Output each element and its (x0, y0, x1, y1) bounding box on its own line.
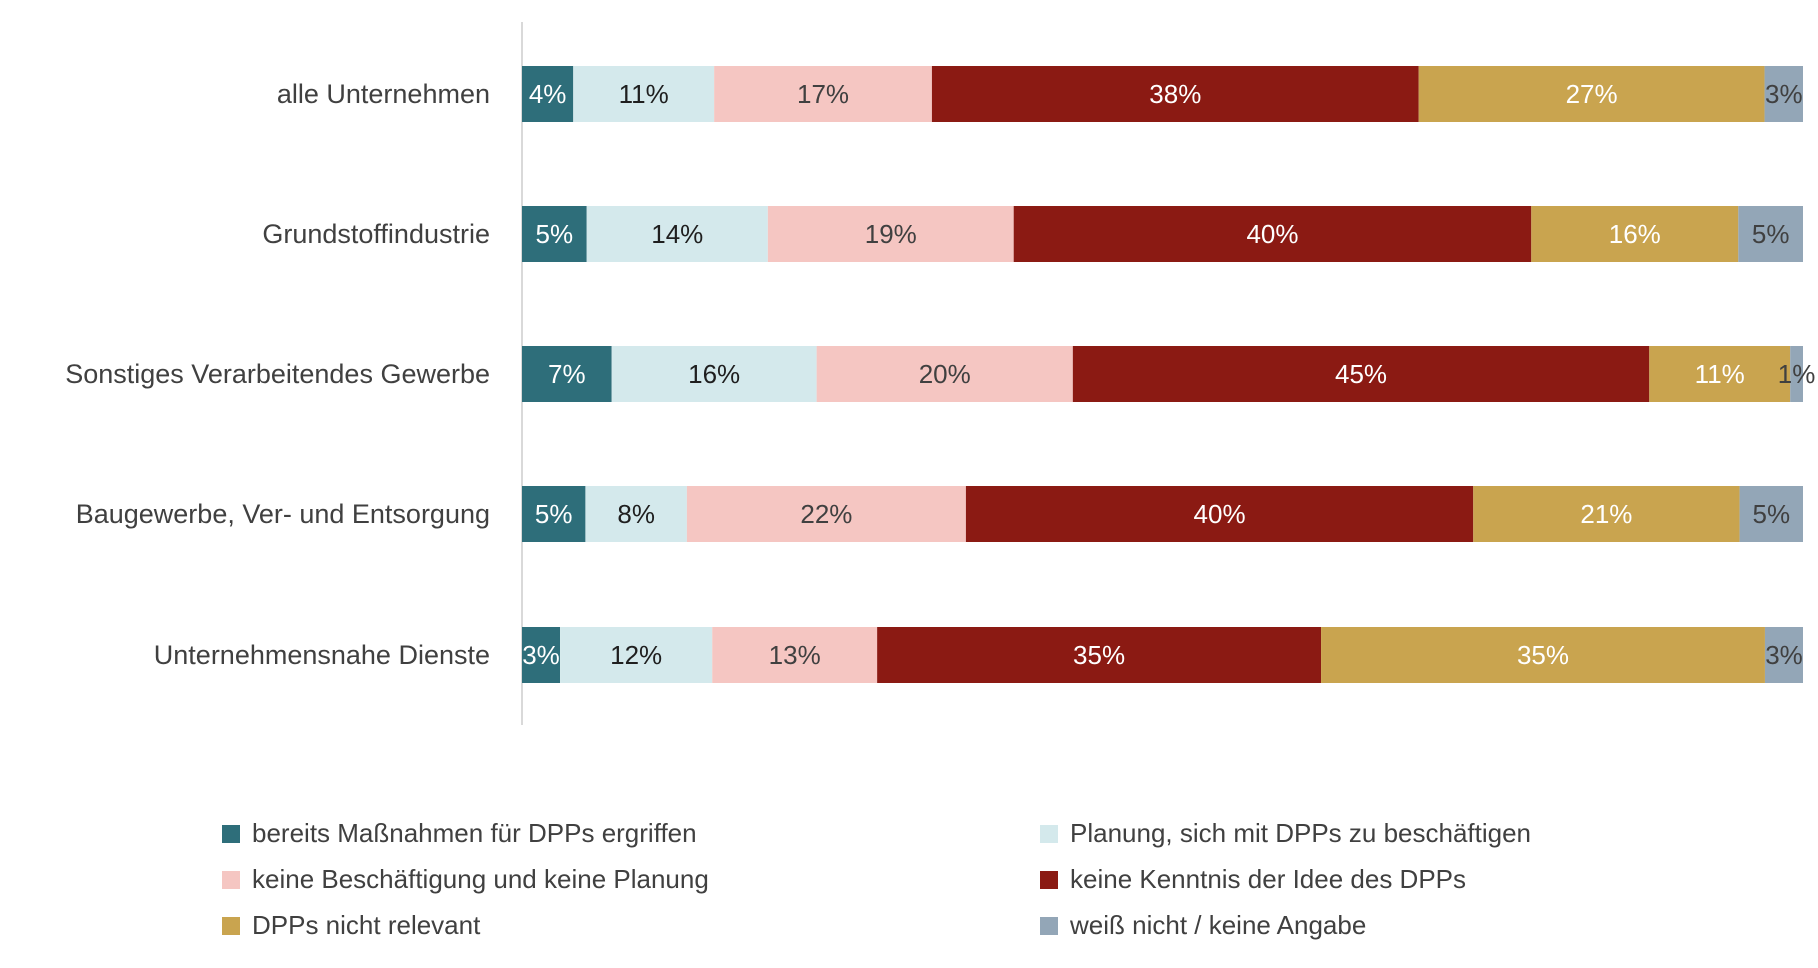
data-label: 12% (610, 640, 662, 670)
data-label: 35% (1073, 640, 1125, 670)
bar-segment (1738, 206, 1803, 262)
data-label: 19% (865, 219, 917, 249)
data-label: 16% (1609, 219, 1661, 249)
bar-segment (1473, 486, 1740, 542)
bar-segment (816, 346, 1073, 402)
bar-segment (1649, 346, 1791, 402)
data-label: 5% (1753, 499, 1791, 529)
bar-segment (611, 346, 817, 402)
bar-segment (714, 66, 932, 122)
data-label: 38% (1149, 79, 1201, 109)
bar-segment (1531, 206, 1739, 262)
bar-segment (1013, 206, 1532, 262)
bar-segment (522, 627, 561, 683)
data-label: 8% (617, 499, 655, 529)
bar-segment (560, 627, 713, 683)
category-label: Baugewerbe, Ver- und Entsorgung (76, 499, 490, 529)
bar-segment (1764, 66, 1803, 122)
legend-label: bereits Maßnahmen für DPPs ergriffen (252, 818, 697, 848)
data-label: 11% (619, 79, 669, 109)
bar-segment (1418, 66, 1765, 122)
legend-label: keine Kenntnis der Idee des DPPs (1070, 864, 1466, 894)
bar-segment (573, 66, 715, 122)
bar-segment (586, 206, 768, 262)
bar-segment (585, 486, 687, 542)
data-label: 5% (1752, 219, 1790, 249)
category-label: Sonstiges Verarbeitendes Gewerbe (65, 359, 490, 389)
data-label: 14% (651, 219, 703, 249)
bar-segment (1321, 627, 1765, 683)
bar-segment (1764, 627, 1803, 683)
bar-segment (522, 486, 586, 542)
bar-segment (1739, 486, 1803, 542)
data-label: 35% (1517, 640, 1569, 670)
data-label: 40% (1194, 499, 1246, 529)
legend-swatch (1040, 825, 1058, 843)
legend-swatch (222, 871, 240, 889)
legend-swatch (1040, 917, 1058, 935)
legend-label: Planung, sich mit DPPs zu beschäftigen (1070, 818, 1531, 848)
bar-segment (522, 206, 587, 262)
bar-segment (1072, 346, 1650, 402)
bar-segment (712, 627, 878, 683)
data-label: 20% (919, 359, 971, 389)
data-label: 45% (1335, 359, 1387, 389)
data-label: 40% (1246, 219, 1298, 249)
bar-segment (877, 627, 1322, 683)
data-label: 11% (1695, 359, 1745, 389)
data-label: 5% (536, 219, 574, 249)
bars-group: 4% 11% 17% 38% 27% 3% 5% 14% 19% 40% 16% 5% 7% 16% 20%… (522, 66, 1815, 683)
data-label: 22% (800, 499, 852, 529)
category-labels: alle Unternehmen Grundstoffindustrie Sonst… (65, 79, 490, 670)
bar-segment (686, 486, 966, 542)
bar-segment (522, 66, 574, 122)
data-label: 4% (529, 79, 567, 109)
bar-segment (767, 206, 1014, 262)
legend-swatch (222, 825, 240, 843)
data-label: 3% (1765, 640, 1803, 670)
data-label: 7% (548, 359, 586, 389)
data-label: 27% (1566, 79, 1618, 109)
category-label: alle Unternehmen (277, 79, 490, 109)
data-label: 17% (797, 79, 849, 109)
category-label: Grundstoffindustrie (262, 219, 490, 249)
legend-label: DPPs nicht relevant (252, 910, 481, 940)
data-label: 3% (522, 640, 560, 670)
bar-segment (1790, 346, 1803, 402)
bar-segment (522, 346, 612, 402)
bar-segment (965, 486, 1474, 542)
legend-label: weiß nicht / keine Angabe (1069, 910, 1366, 940)
legend-label: keine Beschäftigung und keine Planung (252, 864, 709, 894)
category-label: Unternehmensnahe Dienste (154, 640, 490, 670)
data-label: 21% (1580, 499, 1632, 529)
data-label: 13% (769, 640, 821, 670)
data-label: 1% (1778, 359, 1816, 389)
legend-swatch (222, 917, 240, 935)
legend-swatch (1040, 871, 1058, 889)
legend: bereits Maßnahmen für DPPs ergriffen Plan… (222, 818, 1531, 940)
data-label: 5% (535, 499, 573, 529)
bar-segment (931, 66, 1419, 122)
data-label: 3% (1765, 79, 1803, 109)
data-label: 16% (688, 359, 740, 389)
